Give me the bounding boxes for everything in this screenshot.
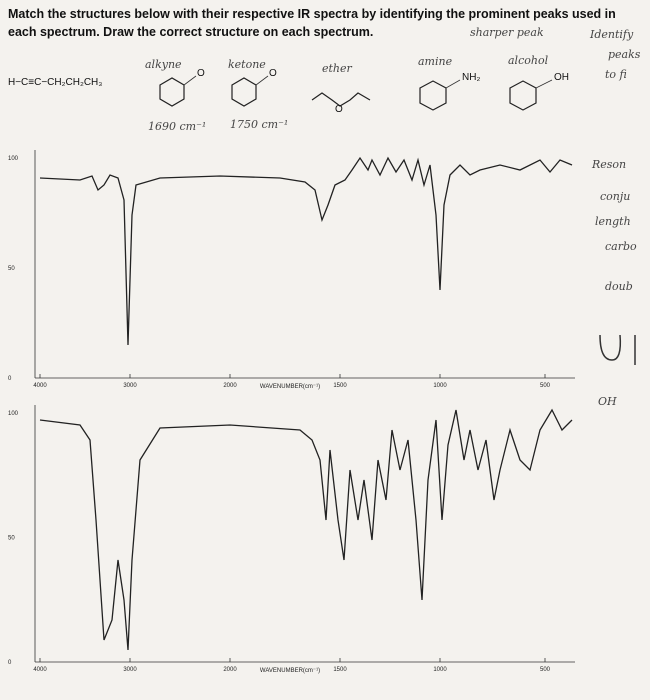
bond [255,75,269,86]
y-tick-label: 50 [8,266,15,272]
bond [183,75,197,86]
x-tick-label: 500 [540,667,551,673]
x-tick-label: 500 [540,383,551,389]
y-tick-label: 100 [8,156,19,162]
note: Reson [591,158,626,171]
atom: OH [554,72,569,83]
note: ether [322,62,353,75]
y-tick-label: 0 [8,376,12,382]
note: alkyne [145,58,182,71]
note: Identify [589,28,634,41]
ether [311,92,371,107]
spectrum-curve [39,408,573,651]
y-tick-label: 100 [8,411,19,417]
atom: O [335,104,343,115]
x-tick-label: 3000 [123,667,137,673]
ring [159,77,185,107]
x-tick-label: 1500 [333,383,347,389]
x-tick-label: 1500 [333,667,347,673]
y-tick-label: 50 [8,536,15,542]
atom: O [197,68,205,79]
note: length [595,215,631,228]
note: conju [600,190,630,203]
ring [509,80,537,111]
doodle [599,334,636,365]
note: amine [418,55,453,68]
note: doub [605,280,633,293]
x-tick-label: 2000 [223,383,237,389]
x-tick-label: 2000 [223,667,237,673]
x-tick-label: 1000 [433,667,447,673]
note: OH [598,395,617,408]
x-axis-label: WAVENUMBER(cm⁻¹) [260,384,320,390]
instructions: each spectrum. Draw the correct structur… [8,25,373,39]
x-tick-label: 3000 [123,383,137,389]
y-tick-label: 0 [8,660,12,666]
note: 1750 cm⁻¹ [230,118,288,131]
note: ketone [228,58,266,71]
structure: H−C≡C−CH₂CH₂CH₃ [8,77,102,88]
x-axis-label: WAVENUMBER(cm⁻¹) [260,668,320,674]
note: carbo [605,240,637,253]
atom: O [269,68,277,79]
x-tick-label: 1000 [433,383,447,389]
note: peaks [608,48,641,61]
x-tick-label: 4000 [33,383,47,389]
ring [231,77,257,107]
note: alcohol [508,54,549,67]
spectrum-curve [39,156,573,346]
x-tick-label: 4000 [33,667,47,673]
atom: NH₂ [462,72,480,83]
note: to fi [605,68,627,81]
ring [419,80,447,111]
note: 1690 cm⁻¹ [148,120,206,133]
bond [445,79,461,89]
bond [535,79,553,89]
note: sharper peak [470,26,544,39]
instructions: Match the structures below with their re… [8,7,616,21]
